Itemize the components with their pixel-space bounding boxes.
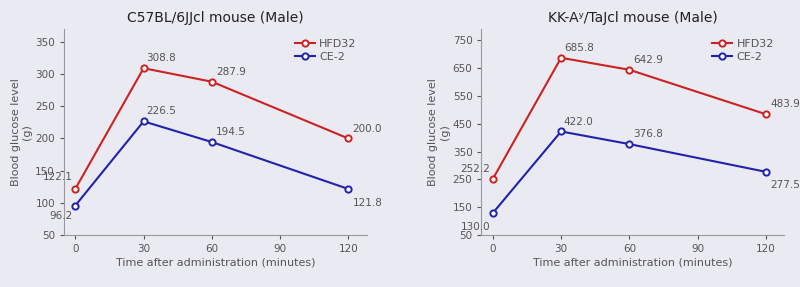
Line: HFD32: HFD32 — [490, 55, 769, 182]
Text: 200.0: 200.0 — [353, 123, 382, 133]
HFD32 — [761, 113, 770, 116]
Text: 226.5: 226.5 — [146, 106, 176, 117]
Text: 252.2: 252.2 — [460, 164, 490, 174]
CE-2 — [556, 130, 566, 133]
Text: 483.9: 483.9 — [770, 99, 800, 109]
HFD32 — [70, 187, 80, 191]
Line: CE-2: CE-2 — [72, 118, 351, 209]
CE-2 — [343, 187, 353, 191]
HFD32 — [625, 68, 634, 71]
CE-2 — [70, 204, 80, 207]
X-axis label: Time after administration (minutes): Time after administration (minutes) — [533, 257, 733, 267]
HFD32 — [207, 80, 217, 84]
HFD32 — [556, 56, 566, 59]
Title: C57BL/6JJcl mouse (Male): C57BL/6JJcl mouse (Male) — [127, 11, 303, 25]
Line: HFD32: HFD32 — [72, 65, 351, 192]
Legend: HFD32, CE-2: HFD32, CE-2 — [708, 34, 778, 67]
CE-2 — [488, 211, 498, 215]
Text: 122.1: 122.1 — [42, 172, 73, 183]
Title: KK-Aʸ/TaJcl mouse (Male): KK-Aʸ/TaJcl mouse (Male) — [548, 11, 718, 25]
X-axis label: Time after administration (minutes): Time after administration (minutes) — [115, 257, 315, 267]
HFD32 — [488, 177, 498, 181]
Line: CE-2: CE-2 — [490, 128, 769, 216]
Text: 287.9: 287.9 — [216, 67, 246, 77]
HFD32 — [343, 137, 353, 140]
Text: 376.8: 376.8 — [634, 129, 663, 139]
Legend: HFD32, CE-2: HFD32, CE-2 — [290, 34, 361, 67]
Text: 642.9: 642.9 — [634, 55, 663, 65]
CE-2 — [625, 142, 634, 146]
Text: 121.8: 121.8 — [353, 198, 382, 208]
Text: 685.8: 685.8 — [564, 43, 594, 53]
CE-2 — [761, 170, 770, 174]
CE-2 — [139, 120, 149, 123]
Text: 422.0: 422.0 — [564, 117, 594, 127]
Text: 277.5: 277.5 — [770, 181, 800, 191]
Text: 308.8: 308.8 — [146, 53, 176, 63]
Y-axis label: Blood glucose level
(g): Blood glucose level (g) — [428, 78, 450, 186]
CE-2 — [207, 140, 217, 144]
HFD32 — [139, 67, 149, 70]
Text: 96.2: 96.2 — [50, 212, 73, 221]
Text: 130.0: 130.0 — [461, 222, 490, 232]
Y-axis label: Blood glucose level
(g): Blood glucose level (g) — [11, 78, 33, 186]
Text: 194.5: 194.5 — [216, 127, 246, 137]
